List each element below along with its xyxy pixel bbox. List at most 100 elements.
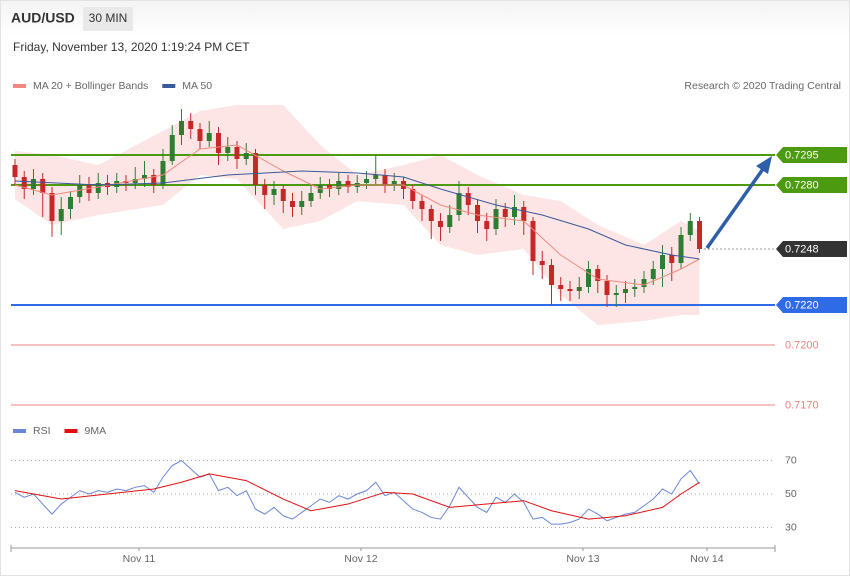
level-box bbox=[776, 177, 847, 193]
candle-body bbox=[391, 181, 397, 185]
candle-body bbox=[141, 175, 147, 179]
candle-body bbox=[641, 279, 647, 287]
candle-body bbox=[206, 133, 212, 141]
legend-swatch bbox=[13, 429, 26, 433]
timeframe: 30 MIN bbox=[89, 11, 128, 25]
candle-body bbox=[604, 281, 610, 295]
candle-body bbox=[484, 221, 490, 229]
candle-body bbox=[21, 177, 27, 189]
level-box bbox=[776, 147, 847, 163]
candle-body bbox=[289, 201, 295, 207]
candle-body bbox=[77, 185, 83, 197]
x-tick-label: Nov 11 bbox=[123, 553, 156, 565]
candle-body bbox=[67, 197, 73, 209]
candle-body bbox=[95, 183, 101, 193]
candle-body bbox=[576, 287, 582, 291]
candle-body bbox=[669, 255, 675, 263]
candle-body bbox=[493, 209, 499, 229]
candle-body bbox=[521, 207, 527, 221]
candle-body bbox=[197, 129, 203, 141]
candle-body bbox=[456, 193, 462, 215]
candle-body bbox=[502, 209, 508, 217]
candle-body bbox=[530, 221, 536, 261]
candle-body bbox=[215, 133, 221, 153]
legend-swatch bbox=[13, 84, 26, 88]
level-label: 0.7295 bbox=[785, 149, 819, 161]
candle-body bbox=[567, 289, 573, 291]
ma-line bbox=[14, 144, 700, 286]
candle-body bbox=[539, 261, 545, 265]
candle-body bbox=[271, 189, 277, 195]
level-label: 0.7248 bbox=[785, 243, 819, 255]
candle-body bbox=[373, 175, 379, 179]
candle-body bbox=[558, 285, 564, 289]
rsi-line bbox=[14, 473, 700, 520]
rsi-line bbox=[14, 459, 700, 525]
candle-body bbox=[632, 287, 638, 289]
candle-body bbox=[447, 215, 453, 227]
legend-label: MA 20 + Bollinger Bands bbox=[33, 80, 148, 92]
candle-body bbox=[382, 175, 388, 185]
candle-body bbox=[623, 289, 629, 293]
x-tick-label: Nov 14 bbox=[690, 553, 723, 565]
y-tick-label: 30 bbox=[785, 521, 797, 533]
candle-body bbox=[465, 193, 471, 205]
candle-body bbox=[697, 221, 703, 249]
plot: MA 20 + Bollinger Bands MA 50 0.7295 0.7280… bbox=[10, 80, 847, 565]
candle-body bbox=[225, 147, 231, 153]
candle-body bbox=[40, 179, 46, 193]
candle-body bbox=[438, 221, 444, 227]
candle-body bbox=[188, 121, 194, 129]
candle-body bbox=[475, 205, 481, 221]
level-label: 0.7280 bbox=[785, 179, 819, 191]
candle-body bbox=[30, 179, 36, 189]
candle-body bbox=[234, 147, 240, 159]
candle-body bbox=[678, 235, 684, 263]
candle-body bbox=[419, 201, 425, 209]
candle-body bbox=[660, 255, 666, 269]
header-bg bbox=[1, 1, 849, 36]
candle-body bbox=[243, 153, 249, 159]
candle-body bbox=[178, 121, 184, 135]
y-tick-label: 50 bbox=[785, 488, 797, 500]
legend-label: MA 50 bbox=[182, 80, 212, 92]
y-tick-label: 70 bbox=[785, 454, 797, 466]
candle-body bbox=[512, 207, 518, 217]
candle-body bbox=[308, 193, 314, 201]
level-box bbox=[776, 297, 847, 313]
legend-swatch bbox=[162, 84, 176, 88]
bollinger-band bbox=[14, 105, 700, 325]
legend-label: 9MA bbox=[85, 425, 107, 437]
candle-body bbox=[299, 201, 305, 207]
candle-body bbox=[336, 181, 342, 189]
candle-body bbox=[613, 293, 619, 295]
symbol: AUD/USD bbox=[11, 10, 75, 26]
arrow-head bbox=[756, 156, 772, 174]
ma-line bbox=[14, 170, 700, 260]
candle-body bbox=[586, 269, 592, 287]
timeframe-bg bbox=[83, 7, 133, 31]
candle-body bbox=[428, 209, 434, 221]
candle-body bbox=[326, 185, 332, 189]
candle-body bbox=[169, 135, 175, 161]
candle-body bbox=[262, 185, 268, 195]
datetime: Friday, November 13, 2020 1:19:24 PM CET bbox=[13, 40, 250, 54]
level-label: 0.7220 bbox=[785, 299, 819, 311]
candle-body bbox=[363, 179, 369, 183]
candle-body bbox=[151, 175, 157, 185]
candle-body bbox=[58, 209, 64, 221]
candle-body bbox=[132, 179, 138, 183]
level-box bbox=[776, 241, 847, 257]
candle-body bbox=[280, 189, 286, 201]
level-label: 0.7170 bbox=[785, 399, 819, 411]
candle-body bbox=[650, 269, 656, 279]
candle-body bbox=[160, 161, 166, 185]
candle-body bbox=[687, 221, 693, 235]
candle-body bbox=[410, 189, 416, 201]
candle-body bbox=[549, 265, 555, 285]
x-tick-label: Nov 12 bbox=[344, 553, 377, 565]
candle-body bbox=[12, 165, 18, 177]
candle-body bbox=[345, 181, 351, 187]
